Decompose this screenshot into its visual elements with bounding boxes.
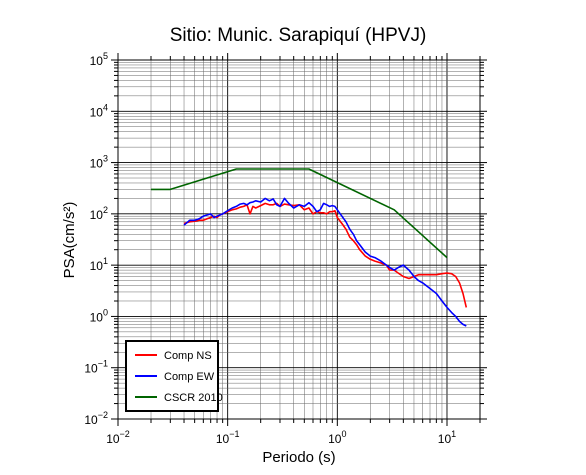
legend-label-cscr-2010: CSCR 2010 [164, 392, 223, 404]
y-tick-label: 105 [90, 51, 108, 68]
chart-title: Sitio: Munic. Sarapiquí (HPVJ) [170, 25, 427, 46]
y-tick-label: 104 [90, 102, 108, 119]
x-tick-label: 10−2 [106, 429, 130, 446]
series-line-comp-ew [183, 197, 467, 327]
x-tick-label: 100 [328, 429, 346, 446]
legend: Comp NS Comp EW CSCR 2010 [125, 340, 223, 412]
plot-frame [117, 59, 481, 420]
x-tick-label: 101 [438, 429, 456, 446]
series-layer [151, 168, 468, 327]
y-tick-label: 10−1 [84, 359, 108, 376]
y-tick-label: 100 [90, 307, 108, 324]
y-axis-label: PSA(cm/s²) [61, 202, 78, 279]
series-line-cscr-2010 [151, 168, 448, 259]
legend-label-comp-ew: Comp EW [164, 371, 215, 383]
y-tick-label: 102 [90, 205, 108, 222]
y-tick-label: 103 [90, 154, 108, 171]
x-axis-label: Periodo (s) [262, 449, 335, 466]
legend-label-comp-ns: Comp NS [164, 350, 212, 362]
grid [117, 59, 481, 420]
tick-labels: 10−2 10−1 100 101 10−2 10−1 100 101 102 103 104 105 [84, 51, 456, 446]
x-tick-label: 10−1 [216, 429, 240, 446]
y-tick-label: 10−2 [84, 410, 108, 427]
series-line-comp-ns [183, 202, 468, 308]
tick-marks [111, 53, 487, 426]
y-tick-label: 101 [90, 256, 108, 273]
